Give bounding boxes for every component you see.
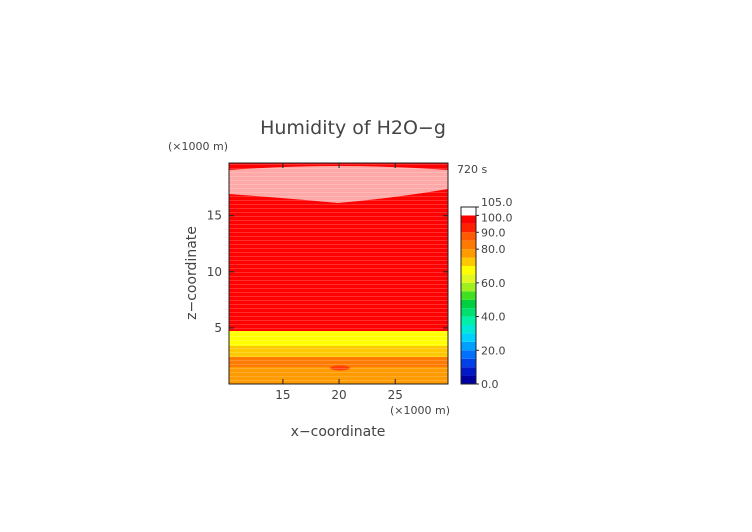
- colorbar-swatch: [461, 223, 476, 233]
- colorbar-label: 20.0: [481, 344, 506, 357]
- colorbar-label: 105.0: [481, 196, 513, 209]
- x-tick-label: 15: [275, 388, 290, 402]
- x-axis-label: x−coordinate: [291, 424, 386, 440]
- colorbar-swatch: [461, 367, 476, 376]
- chart-title: Humidity of H2O−g: [260, 117, 446, 139]
- time-label: 720 s: [457, 163, 487, 176]
- colorbar-swatch: [461, 249, 476, 258]
- y-axis-ticks: 5 10 15: [207, 209, 448, 335]
- colorbar-swatch: [461, 375, 476, 384]
- y-tick-label: 5: [214, 321, 222, 335]
- y-tick-label: 15: [207, 209, 222, 223]
- colorbar-swatch: [461, 215, 476, 224]
- colorbar-label: 60.0: [481, 277, 506, 290]
- colorbar-label: 0.0: [481, 378, 499, 391]
- colorbar-swatch: [461, 274, 476, 283]
- colorbar-swatch: [461, 358, 476, 368]
- colorbar-swatch: [461, 325, 476, 334]
- x-unit-label: (×1000 m): [390, 404, 450, 417]
- colorbar-swatch: [461, 282, 476, 292]
- colorbar-swatch: [461, 240, 476, 250]
- colorbar-swatch: [461, 291, 476, 300]
- colorbar-swatch: [461, 299, 476, 309]
- colorbar-legend: 0.0 20.0 40.0 60.0 80.0 90.0 100.0 105.0: [460, 196, 513, 391]
- colorbar-swatch: [461, 232, 476, 241]
- x-tick-label: 20: [331, 388, 346, 402]
- colorbar-swatch: [461, 266, 476, 275]
- colorbar-swatch: [461, 350, 476, 359]
- colorbar-label: 90.0: [481, 226, 506, 239]
- colorbar-swatch: [461, 308, 476, 317]
- colorbar-swatch: [461, 341, 476, 351]
- y-axis-label: z−coordinate: [184, 226, 200, 320]
- colorbar-frame: [460, 206, 477, 385]
- plot-area: [228, 162, 449, 385]
- colorbar-swatch: [461, 257, 476, 266]
- colorbar-label: 40.0: [481, 311, 506, 324]
- colorbar-swatch: [461, 333, 476, 342]
- y-tick-label: 10: [207, 265, 222, 279]
- x-axis-ticks: 15 20 25: [275, 163, 403, 402]
- colorbar-label: 100.0: [481, 211, 513, 224]
- colorbar-swatch: [461, 207, 476, 216]
- plot-frame: [228, 162, 449, 385]
- colorbar-swatch: [461, 316, 476, 325]
- y-unit-label: (×1000 m): [168, 140, 228, 153]
- colorbar-label: 80.0: [481, 243, 506, 256]
- x-tick-label: 25: [388, 388, 403, 402]
